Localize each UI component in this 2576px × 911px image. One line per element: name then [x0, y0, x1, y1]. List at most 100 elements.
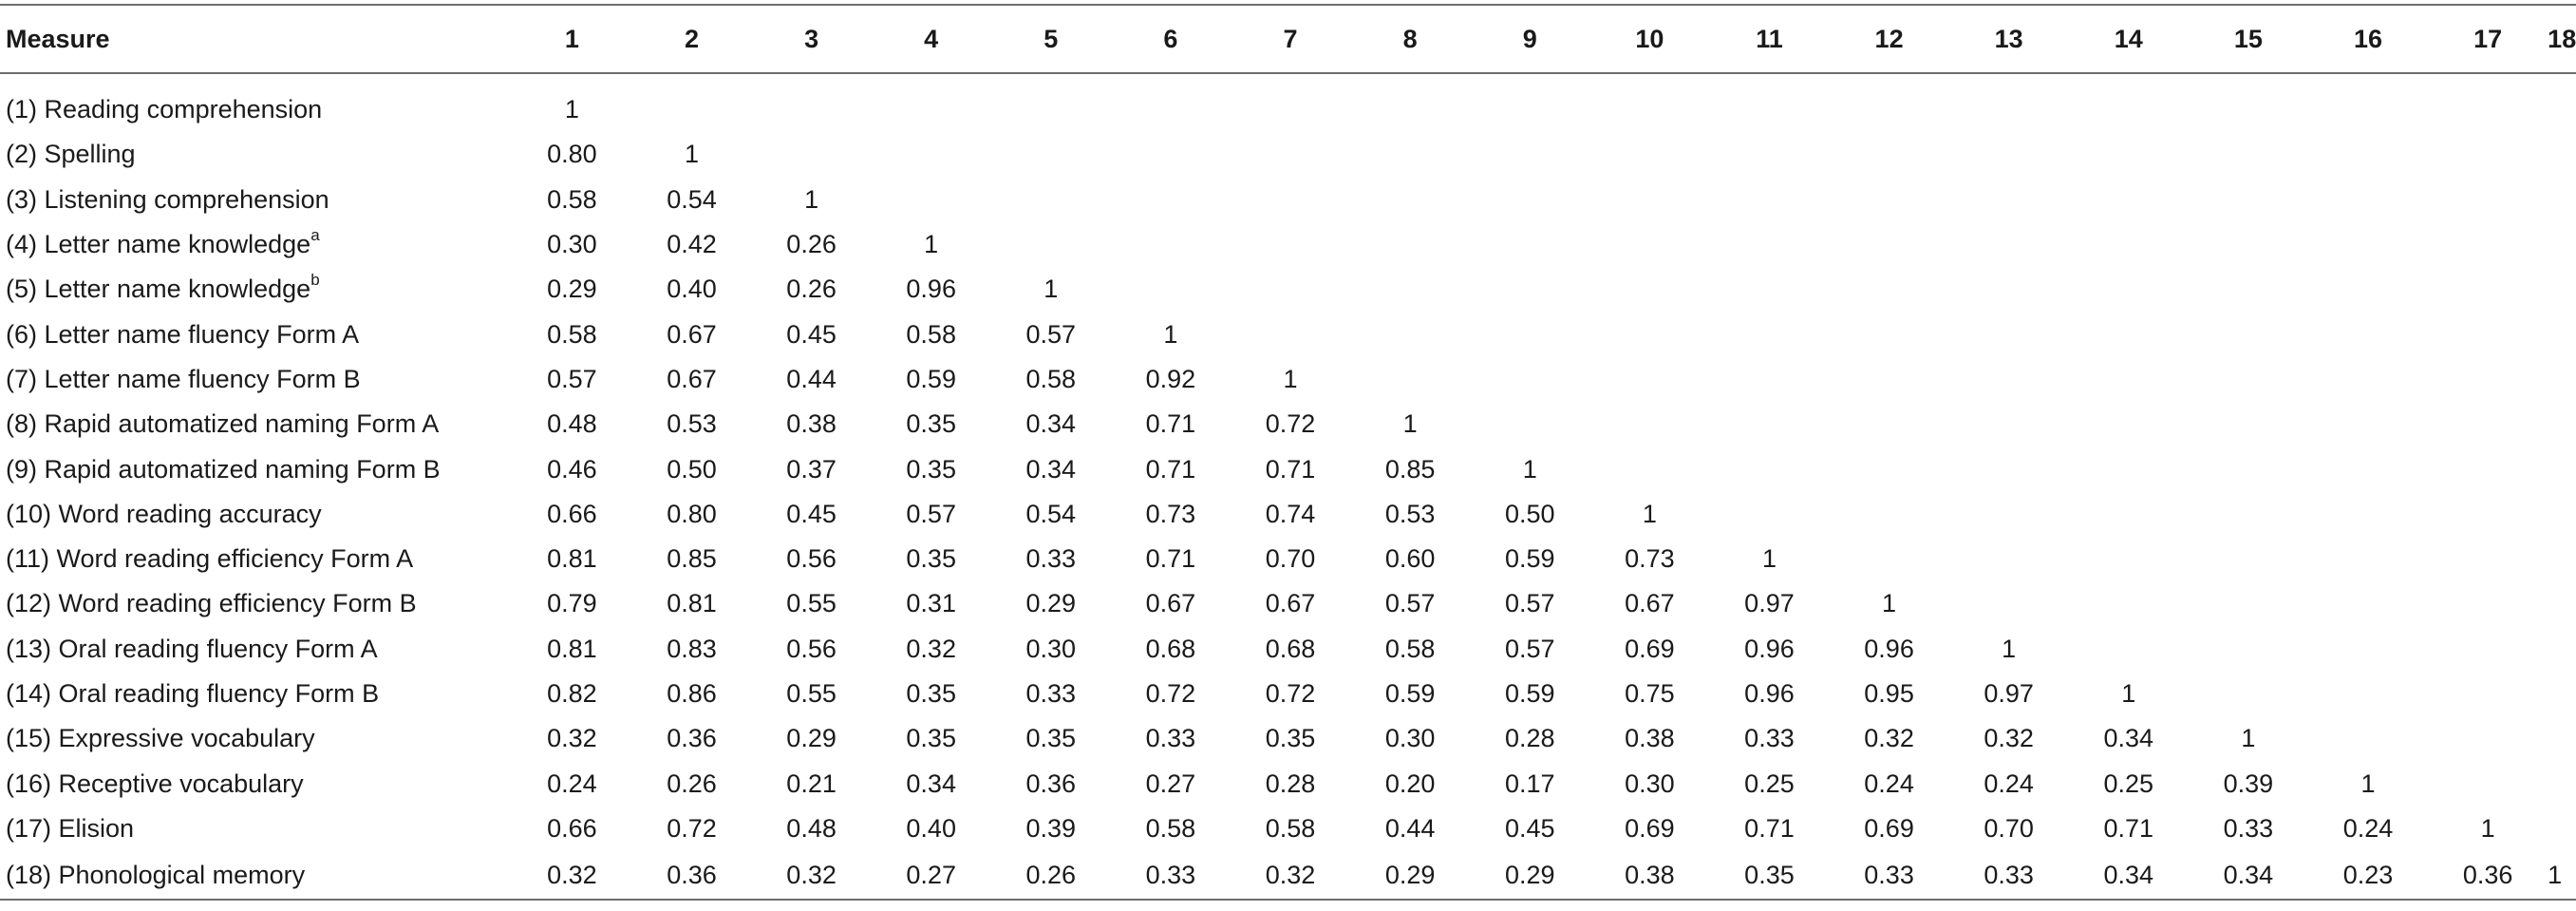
correlation-value-cell: 0.35 [906, 679, 956, 708]
correlation-value-cell: 0.34 [2068, 851, 2189, 902]
column-header-17: 17 [2428, 4, 2548, 74]
correlation-value-cell [1350, 87, 1470, 132]
correlation-value-cell [1589, 267, 1709, 312]
correlation-value-cell [1350, 357, 1470, 402]
correlation-value-cell: 0.57 [1384, 589, 1436, 618]
measure-label: (12) Word reading efficiency Form B [6, 589, 417, 618]
correlation-value-cell [2069, 267, 2189, 312]
correlation-value-cell [2189, 672, 2308, 716]
table-row: (4) Letter name knowledgea 0.30 0.42 0.26 1 [0, 222, 2576, 267]
correlation-value-cell [2308, 267, 2428, 312]
correlation-value-cell: 0.48 [786, 813, 837, 843]
correlation-table: Measure 1 2 3 4 5 6 7 8 9 10 11 12 13 14 15 16 17 18 (1) R… [0, 4, 2576, 902]
table-row: (12) Word reading efficiency Form B 0.79 0… [0, 581, 2576, 626]
correlation-value-cell [1470, 132, 1589, 177]
correlation-value-cell: 0.60 [1384, 544, 1436, 574]
correlation-value-cell [1709, 222, 1829, 267]
correlation-value-cell [2548, 761, 2576, 806]
correlation-value-cell [2308, 87, 2428, 132]
correlation-value-cell: 0.57 [1504, 634, 1555, 663]
correlation-value-cell: 0.59 [1504, 679, 1555, 708]
correlation-value-cell [2189, 132, 2308, 177]
correlation-value-cell [1830, 492, 1949, 537]
correlation-value-cell [2069, 222, 2189, 267]
correlation-value-cell [1949, 446, 2069, 491]
correlation-value-cell: 0.85 [1384, 454, 1436, 484]
correlation-value-cell [2428, 222, 2548, 267]
correlation-value-cell [2428, 446, 2548, 491]
correlation-value-cell: 0.29 [786, 724, 837, 753]
correlation-value-cell: 0.24 [547, 769, 597, 798]
table-header-row: Measure 1 2 3 4 5 6 7 8 9 10 11 12 13 14 15 16 17 18 [0, 4, 2576, 74]
correlation-value-cell [2308, 492, 2428, 537]
correlation-value-cell [1231, 132, 1350, 177]
correlation-value-cell: 0.59 [1384, 679, 1436, 708]
correlation-value-cell [2308, 222, 2428, 267]
correlation-value-cell [1830, 132, 1949, 177]
correlation-value-cell [2428, 492, 2548, 537]
correlation-value-cell: 0.53 [667, 409, 717, 439]
correlation-value-cell: 1 [1761, 544, 1777, 574]
correlation-value-cell [1709, 492, 1829, 537]
correlation-value-cell: 0.29 [547, 275, 597, 304]
correlation-value-cell [1589, 222, 1709, 267]
correlation-value-cell: 0.58 [1265, 813, 1316, 843]
column-header-3: 3 [751, 4, 872, 74]
correlation-value-cell [2069, 492, 2189, 537]
column-header-18: 18 [2548, 4, 2576, 74]
column-header-11: 11 [1709, 4, 1830, 74]
correlation-value-cell: 0.34 [1025, 409, 1077, 439]
correlation-value-cell [2548, 581, 2576, 626]
measure-label: (5) Letter name knowledge [6, 275, 311, 304]
column-header-10: 10 [1589, 4, 1710, 74]
column-header-4: 4 [871, 4, 991, 74]
correlation-value-cell [2548, 402, 2576, 446]
correlation-value-cell [1589, 132, 1709, 177]
correlation-value-cell [2069, 537, 2189, 581]
correlation-value-cell: 0.72 [667, 813, 717, 843]
correlation-value-cell [1709, 312, 1829, 356]
correlation-value-cell: 0.24 [2342, 813, 2394, 843]
correlation-value-cell [1111, 267, 1231, 312]
correlation-value-cell: 0.24 [1984, 769, 2034, 798]
correlation-value-cell: 1 [2480, 813, 2495, 843]
correlation-value-cell [1830, 357, 1949, 402]
correlation-value-cell [2308, 716, 2428, 761]
correlation-value-cell [1830, 87, 1949, 132]
correlation-value-cell [1470, 87, 1589, 132]
correlation-value-cell: 0.59 [906, 364, 956, 393]
correlation-value-cell [2428, 672, 2548, 716]
measure-cell: (18) Phonological memory [0, 851, 513, 902]
correlation-value-cell: 0.72 [1145, 679, 1196, 708]
measure-cell: (13) Oral reading fluency Form A [0, 627, 512, 672]
correlation-value-cell [2428, 357, 2548, 402]
correlation-value-cell: 0.33 [1948, 851, 2069, 902]
correlation-value-cell: 0.32 [751, 851, 872, 902]
correlation-value-cell [2548, 132, 2576, 177]
correlation-value-cell [1709, 357, 1829, 402]
correlation-value-cell: 0.34 [906, 769, 956, 798]
measure-cell: (2) Spelling [0, 132, 512, 177]
correlation-value-cell [2069, 446, 2189, 491]
correlation-value-cell [2069, 581, 2189, 626]
correlation-value-cell: 0.36 [1025, 769, 1077, 798]
correlation-value-cell [2189, 357, 2308, 402]
correlation-value-cell: 0.27 [871, 851, 991, 902]
correlation-value-cell [872, 132, 991, 177]
correlation-value-cell: 0.26 [667, 769, 717, 798]
correlation-value-cell: 0.40 [667, 275, 717, 304]
correlation-value-cell [2428, 267, 2548, 312]
correlation-value-cell [1589, 312, 1709, 356]
measure-cell: (12) Word reading efficiency Form B [0, 581, 512, 626]
measure-cell: (8) Rapid automatized naming Form A [0, 402, 512, 446]
measure-cell: (11) Word reading efficiency Form A [0, 537, 512, 581]
table-row: (15) Expressive vocabulary 0.32 0.36 0.29 0.… [0, 716, 2576, 761]
correlation-value-cell: 0.27 [1145, 769, 1196, 798]
correlation-value-cell [2428, 178, 2548, 222]
table-row: (17) Elision 0.66 0.72 0.48 0.40 0.39 0.58 0.58… [0, 807, 2576, 851]
correlation-value-cell [2548, 492, 2576, 537]
correlation-value-cell [2548, 87, 2576, 132]
correlation-value-cell [1949, 402, 2069, 446]
correlation-value-cell: 0.71 [1145, 409, 1196, 439]
correlation-value-cell [2548, 312, 2576, 356]
